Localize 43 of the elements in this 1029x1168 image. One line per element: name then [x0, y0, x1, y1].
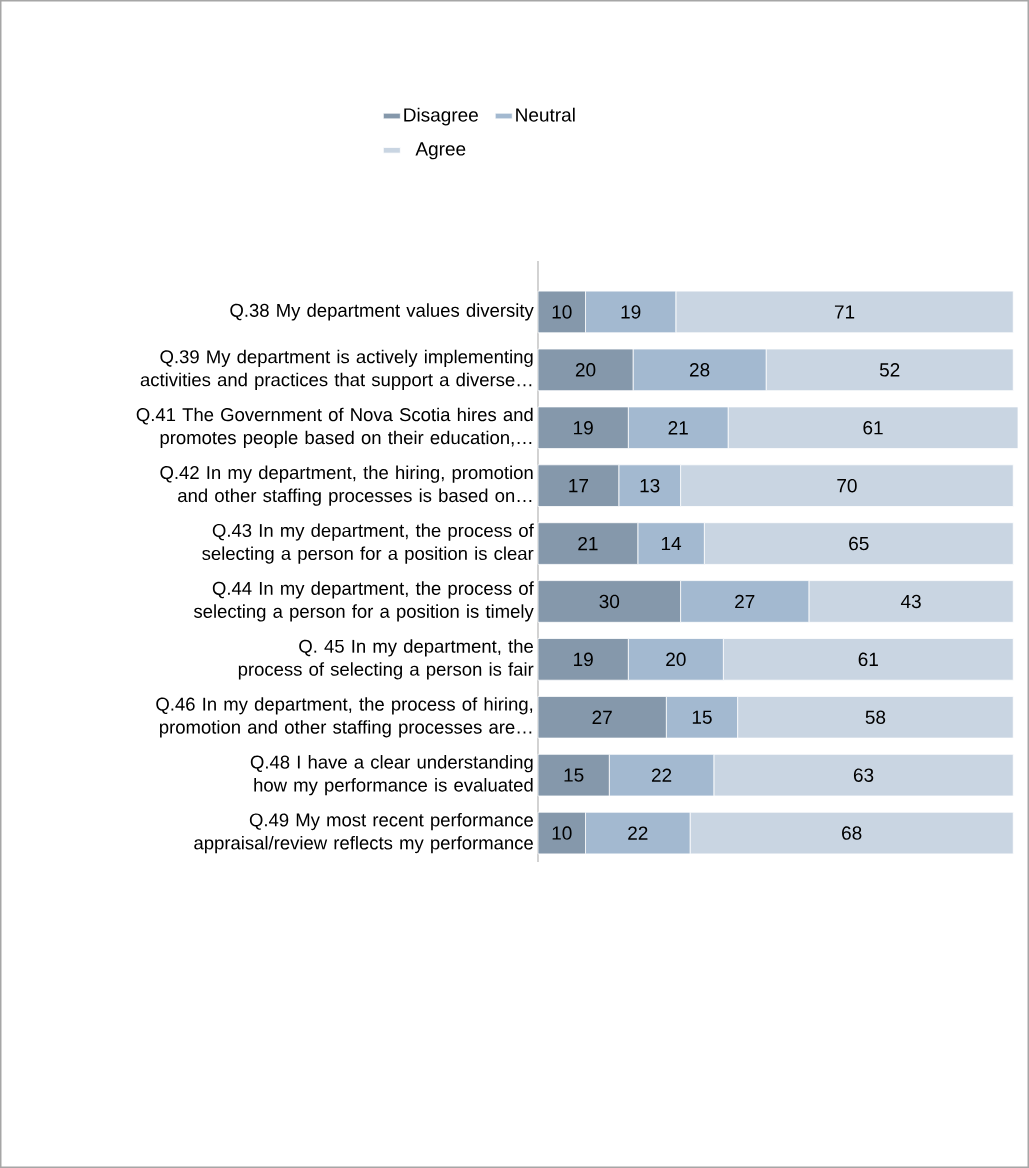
legend-label: Agree [415, 142, 466, 160]
data-label: 43 [900, 594, 921, 609]
legend-label: Neutral [516, 107, 575, 122]
data-label: 15 [692, 710, 712, 724]
data-label: 30 [599, 594, 620, 609]
data-label: 70 [837, 478, 857, 493]
data-label: 19 [574, 421, 593, 435]
y-tick-label: Q. 45 In my department, the process of selecting a person is fair [238, 639, 534, 680]
legend-label: Disagree [404, 107, 478, 126]
data-label: 19 [574, 652, 593, 667]
data-label: 68 [842, 826, 862, 840]
data-label: 63 [853, 768, 874, 782]
data-label: 61 [863, 421, 883, 435]
data-label: 20 [575, 363, 596, 377]
data-label: 19 [621, 305, 641, 319]
data-label: 27 [592, 710, 612, 724]
data-label: 10 [552, 826, 572, 840]
y-tick-label: Q.49 My most recent performance appraisal/review reflects my performance [194, 812, 533, 854]
y-tick-label: Q.39 My department is actively implementing activities and practices that support a diverse… [140, 349, 533, 390]
data-label: 13 [640, 478, 660, 493]
y-tick-label: Q.43 In my department, the process of selecting a person for a position is clear [202, 523, 534, 564]
y-tick-label: Q.46 In my department, the process of hiring, promotion and other staffing processes are… [156, 697, 533, 738]
data-label: 61 [858, 652, 878, 667]
data-label: 65 [849, 536, 869, 551]
data-label: 21 [578, 536, 598, 551]
data-label: 10 [552, 305, 572, 319]
data-label: 58 [865, 710, 886, 724]
y-tick-label: Q.44 In my department, the process of selecting a person for a position is timely [193, 581, 534, 622]
y-tick-label: Q.41 The Government of Nova Scotia hires and promotes people based on their education,… [136, 407, 533, 448]
data-label: 22 [628, 826, 648, 840]
data-label: 20 [666, 652, 686, 667]
data-label: 21 [668, 421, 688, 435]
data-label: 52 [879, 363, 900, 377]
data-label: 27 [735, 594, 755, 609]
data-label: 14 [661, 537, 682, 551]
data-label: 15 [564, 768, 584, 782]
y-tick-label: Q.42 In my department, the hiring, promotion and other staffing processes is based on… [160, 465, 533, 506]
data-label: 22 [651, 768, 672, 782]
data-label: 28 [689, 363, 710, 377]
y-tick-label: Q.48 I have a clear understanding how my performance is evaluated [250, 755, 533, 796]
data-label: 71 [834, 305, 855, 319]
data-label: 17 [569, 479, 589, 493]
y-tick-label: Q.38 My department values diversity [230, 303, 534, 321]
